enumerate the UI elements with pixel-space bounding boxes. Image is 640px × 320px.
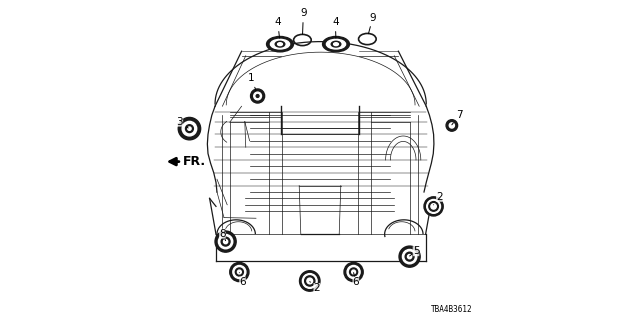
- Circle shape: [236, 268, 243, 276]
- Circle shape: [215, 231, 236, 252]
- Circle shape: [186, 125, 193, 132]
- Ellipse shape: [332, 41, 341, 47]
- Text: 4: 4: [332, 17, 339, 38]
- Ellipse shape: [278, 43, 282, 46]
- Circle shape: [182, 121, 196, 136]
- Circle shape: [347, 266, 360, 278]
- Circle shape: [399, 246, 420, 267]
- Circle shape: [302, 274, 317, 288]
- Circle shape: [251, 89, 265, 103]
- Text: TBA4B3612: TBA4B3612: [431, 305, 473, 314]
- Circle shape: [449, 123, 454, 128]
- Circle shape: [403, 250, 417, 264]
- Ellipse shape: [275, 41, 285, 47]
- Text: 7: 7: [452, 110, 463, 125]
- Text: FR.: FR.: [183, 155, 206, 168]
- Circle shape: [431, 204, 436, 209]
- Circle shape: [344, 262, 364, 282]
- Ellipse shape: [270, 39, 290, 49]
- Text: 6: 6: [239, 273, 246, 287]
- Circle shape: [188, 127, 191, 130]
- Circle shape: [233, 266, 246, 278]
- Text: 3: 3: [177, 116, 188, 128]
- Circle shape: [424, 197, 444, 216]
- Circle shape: [178, 117, 201, 140]
- Ellipse shape: [267, 36, 294, 52]
- Circle shape: [300, 271, 320, 291]
- Text: 1: 1: [248, 73, 256, 91]
- Circle shape: [427, 199, 440, 213]
- Ellipse shape: [323, 36, 349, 52]
- Text: 6: 6: [353, 273, 359, 287]
- Circle shape: [446, 120, 458, 131]
- Text: 4: 4: [275, 17, 281, 38]
- Ellipse shape: [326, 39, 346, 49]
- Circle shape: [408, 254, 412, 259]
- Text: 9: 9: [300, 8, 307, 34]
- Circle shape: [305, 276, 315, 286]
- Circle shape: [405, 252, 414, 261]
- Circle shape: [237, 270, 241, 274]
- Circle shape: [352, 270, 356, 274]
- Ellipse shape: [333, 43, 339, 46]
- Circle shape: [218, 235, 233, 249]
- Circle shape: [223, 239, 228, 244]
- Text: 5: 5: [410, 246, 419, 256]
- Circle shape: [230, 262, 249, 282]
- Text: 2: 2: [310, 282, 320, 293]
- Circle shape: [221, 237, 230, 246]
- Text: 8: 8: [219, 228, 226, 241]
- Circle shape: [429, 202, 438, 211]
- Circle shape: [349, 268, 358, 276]
- Text: 2: 2: [434, 192, 443, 205]
- Circle shape: [256, 95, 259, 97]
- Circle shape: [253, 92, 262, 100]
- Text: 9: 9: [369, 12, 376, 34]
- Circle shape: [307, 278, 312, 284]
